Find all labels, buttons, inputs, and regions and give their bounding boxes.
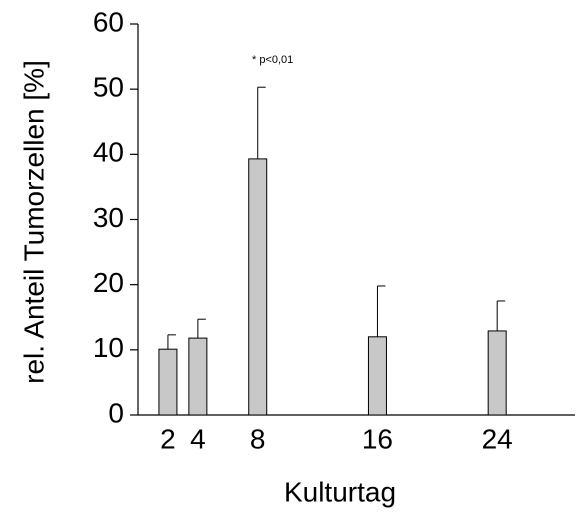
bar [248, 158, 268, 416]
bar [188, 337, 208, 416]
bar [487, 330, 507, 416]
annotation: * p<0,01 [252, 54, 293, 66]
y-tick-label: 60 [93, 6, 124, 37]
bar [158, 348, 178, 416]
y-axis-title: rel. Anteil Tumorzellen [%] [18, 60, 49, 384]
y-tick-label: 30 [93, 202, 124, 233]
y-tick-label: 20 [93, 267, 124, 298]
x-axis-title: Kulturtag [284, 476, 396, 507]
x-tick-label: 4 [190, 423, 206, 454]
x-tick-label: 24 [482, 423, 513, 454]
x-tick-label: 2 [160, 423, 176, 454]
x-tick-label: 8 [250, 423, 266, 454]
x-tick-label: 16 [362, 423, 393, 454]
bar [367, 336, 387, 416]
y-tick-label: 50 [93, 72, 124, 103]
y-tick-label: 40 [93, 137, 124, 168]
y-tick-label: 10 [93, 332, 124, 363]
y-tick-label: 0 [108, 397, 124, 428]
